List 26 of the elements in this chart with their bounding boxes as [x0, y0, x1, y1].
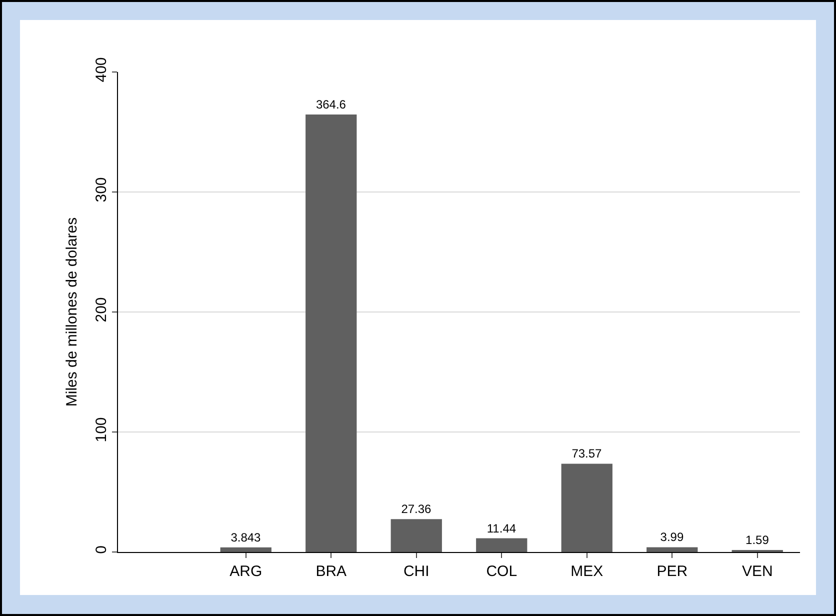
bar — [390, 519, 442, 552]
data-label: 1.59 — [746, 533, 770, 547]
y-axis-title: Miles de millones de dolares — [63, 217, 80, 407]
data-label: 364.6 — [316, 97, 346, 112]
data-label: 3.843 — [230, 530, 262, 544]
x-tick-label: PER — [656, 563, 688, 580]
x-tick-label: CHI — [403, 563, 430, 580]
data-label: 73.57 — [572, 446, 602, 461]
data-label: 27.36 — [401, 502, 432, 516]
y-tick-label: 300 — [93, 177, 110, 202]
y-tick-label: 400 — [93, 57, 110, 82]
x-tick-label: COL — [486, 563, 518, 580]
x-tick-label: MEX — [570, 563, 604, 580]
y-tick-label: 200 — [93, 297, 110, 322]
bar — [646, 547, 698, 552]
y-tick-label: 0 — [93, 546, 110, 554]
bar — [220, 547, 272, 552]
x-tick-label: BRA — [316, 563, 347, 580]
bar — [306, 114, 357, 552]
y-tick-label: 100 — [93, 417, 110, 442]
data-label: 11.44 — [486, 521, 516, 536]
bar — [561, 464, 612, 552]
data-label: 3.99 — [660, 530, 684, 544]
bar — [476, 538, 528, 552]
x-tick-label: VEN — [742, 563, 773, 580]
x-tick-label: ARG — [230, 563, 262, 580]
